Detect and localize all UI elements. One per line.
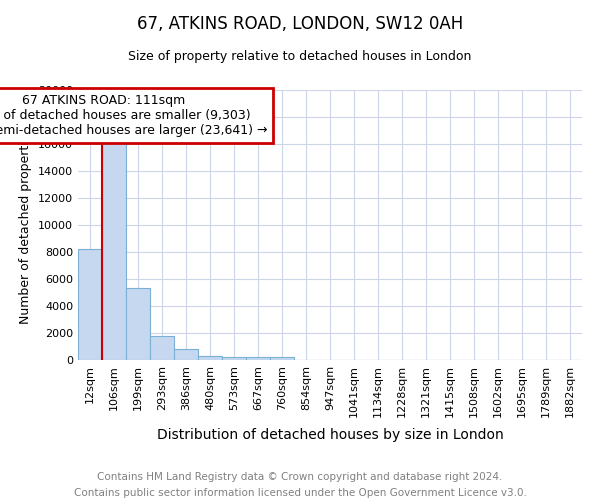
- Text: Contains public sector information licensed under the Open Government Licence v3: Contains public sector information licen…: [74, 488, 526, 498]
- Bar: [270, 358, 294, 360]
- Bar: [102, 136, 126, 360]
- Bar: [174, 349, 198, 360]
- Text: 67, ATKINS ROAD, LONDON, SW12 0AH: 67, ATKINS ROAD, LONDON, SW12 0AH: [137, 15, 463, 33]
- Bar: [150, 336, 174, 360]
- Bar: [222, 358, 246, 360]
- Bar: [78, 250, 102, 360]
- Text: 67 ATKINS ROAD: 111sqm
← 28% of detached houses are smaller (9,303)
72% of semi-: 67 ATKINS ROAD: 111sqm ← 28% of detached…: [0, 94, 267, 137]
- X-axis label: Distribution of detached houses by size in London: Distribution of detached houses by size …: [157, 428, 503, 442]
- Bar: [246, 358, 270, 360]
- Y-axis label: Number of detached properties: Number of detached properties: [19, 126, 32, 324]
- Text: Contains HM Land Registry data © Crown copyright and database right 2024.: Contains HM Land Registry data © Crown c…: [97, 472, 503, 482]
- Bar: [198, 356, 222, 360]
- Text: Size of property relative to detached houses in London: Size of property relative to detached ho…: [128, 50, 472, 63]
- Bar: [126, 288, 150, 360]
